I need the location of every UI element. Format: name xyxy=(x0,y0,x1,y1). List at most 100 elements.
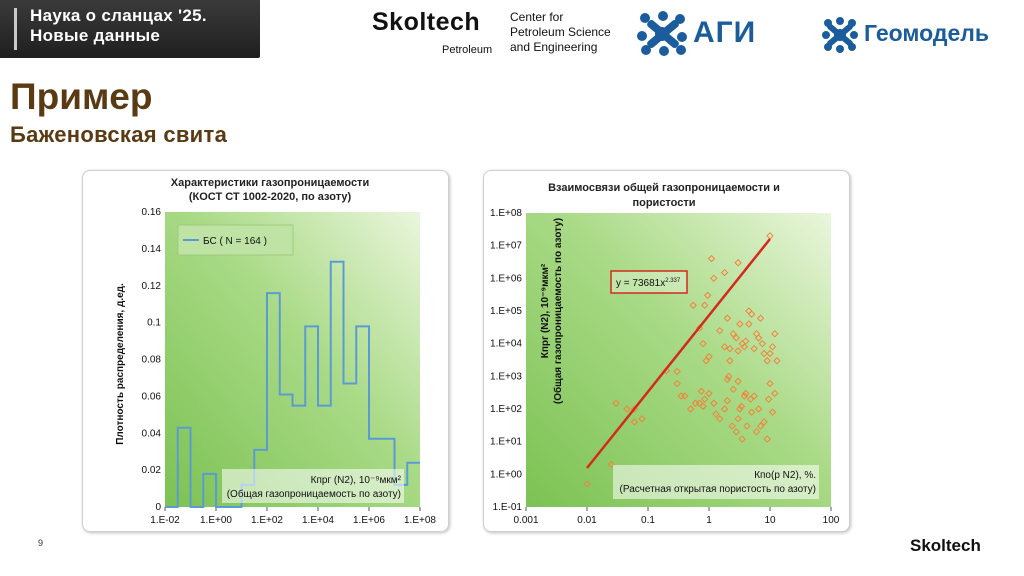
hist-xtick-label: 1.E+00 xyxy=(200,515,232,526)
hist-legend-label: БС ( N = 164 ) xyxy=(203,236,267,247)
scatter-point xyxy=(723,375,732,384)
slide-subtitle: Баженовская свита xyxy=(10,122,228,147)
skoltech-sub: Petroleum xyxy=(442,44,493,56)
hist-legend: БС ( N = 164 ) xyxy=(177,224,294,256)
hist-xtick-label: 1.E+06 xyxy=(353,515,385,526)
scatter-point xyxy=(768,408,777,416)
skoltech-petroleum-logo: Skoltech Petroleum xyxy=(372,8,492,56)
trend-line xyxy=(586,238,771,469)
scatter-point xyxy=(766,349,774,358)
scatter-point xyxy=(734,377,742,386)
scatter-point xyxy=(754,334,763,342)
scatter-point xyxy=(734,415,742,423)
scatter-point xyxy=(716,415,724,423)
scatter-xtick-label: 0.001 xyxy=(513,515,538,526)
scatter-point xyxy=(737,402,746,411)
scatter-ytick-label: 1.E+07 xyxy=(490,241,522,252)
scatter-chart: Взаимосвязи общей газопроницаемости и по… xyxy=(490,182,840,526)
scatter-point xyxy=(712,410,720,418)
scatter-point xyxy=(756,314,765,322)
scatter-point xyxy=(607,460,615,469)
scatter-ytick-label: 1.E+00 xyxy=(490,469,522,480)
scatter-point xyxy=(720,343,729,351)
scatter-point xyxy=(771,389,779,398)
equation-box xyxy=(610,270,688,294)
scatter-point xyxy=(716,326,724,335)
scatter-point xyxy=(758,339,767,348)
center-line-1: Center for xyxy=(510,10,564,24)
scatter-point xyxy=(699,339,707,348)
hist-plot-area xyxy=(165,212,420,507)
scatter-point xyxy=(742,337,750,345)
hist-ylabel: Плотность распределения, д.ед. xyxy=(115,283,126,445)
scatter-point xyxy=(723,314,732,322)
scatter-point xyxy=(760,418,768,426)
scatter-point xyxy=(673,379,681,388)
footer-logo: Skoltech xyxy=(910,536,981,555)
conference-line-1: Наука о сланцах '25. xyxy=(30,6,207,25)
scatter-point xyxy=(583,480,591,488)
scatter-point xyxy=(740,343,749,351)
scatter-xlabel-2: (Расчетная открытая пористость по азоту) xyxy=(620,484,816,495)
scatter-point xyxy=(766,379,774,388)
scatter-point xyxy=(771,330,779,338)
scatter-point xyxy=(752,428,761,436)
scatter-point xyxy=(747,310,756,318)
scatter-point xyxy=(673,367,681,376)
agi-text: АГИ xyxy=(693,16,757,49)
geomodel-logo: Геомодель xyxy=(820,16,1020,56)
scatter-point xyxy=(707,254,716,263)
scatter-xtick-label: 100 xyxy=(823,515,840,526)
agi-emblem-icon xyxy=(637,11,687,56)
hist-ytick-label: 0.12 xyxy=(142,281,162,292)
conference-line-2: Новые данные xyxy=(30,26,161,45)
scatter-point xyxy=(686,405,695,413)
hist-title-2: (КОСТ СТ 1002-2020, по азоту) xyxy=(189,191,352,203)
scatter-title-1: Взаимосвязи общей газопроницаемости и xyxy=(548,182,780,194)
scatter-point xyxy=(732,428,740,436)
scatter-point xyxy=(700,395,709,403)
scatter-point xyxy=(745,320,753,328)
hist-ytick-label: 0.16 xyxy=(142,207,162,218)
scatter-point xyxy=(726,357,734,365)
scatter-point xyxy=(734,347,742,355)
scatter-point xyxy=(746,395,755,403)
scatter-point xyxy=(681,392,689,400)
agi-logo: АГИ xyxy=(636,10,786,56)
skoltech-wordmark: Skoltech xyxy=(372,8,481,36)
page-number: 9 xyxy=(38,538,44,548)
scatter-title-2: пористости xyxy=(632,197,695,209)
hist-ytick-label: 0.06 xyxy=(142,391,162,402)
hist-ytick-label: 0.1 xyxy=(147,318,161,329)
hist-xlabel-2: (Общая газопроницаемость по азоту) xyxy=(227,488,401,500)
scatter-point xyxy=(736,405,744,413)
scatter-point xyxy=(740,392,749,400)
hist-legend-box xyxy=(177,224,294,256)
scatter-ytick-label: 1.E+03 xyxy=(490,371,522,382)
scatter-point xyxy=(699,402,707,411)
hist-bin xyxy=(203,474,216,507)
hist-series-line xyxy=(165,260,420,508)
scatter-point xyxy=(756,422,765,430)
scatter-point xyxy=(728,422,736,430)
hist-ytick-label: 0.04 xyxy=(142,428,162,439)
histogram-chart: Характеристики газопроницаемости (КОСТ С… xyxy=(115,177,436,526)
scatter-ytick-label: 1.E-01 xyxy=(493,502,523,513)
scatter-xlabel-1: Кпо(р N2), %. xyxy=(754,470,816,481)
scatter-point xyxy=(630,418,639,426)
scatter-point xyxy=(705,389,713,398)
scatter-point xyxy=(702,357,710,365)
scatter-point xyxy=(710,399,718,407)
hist-xlabel-box: Кпрг (N2), 10⁻⁹мкм² (Общая газопроницаем… xyxy=(222,469,404,503)
scatter-panel: Взаимосвязи общей газопроницаемости и по… xyxy=(483,170,850,532)
scatter-xlabel-bg xyxy=(613,465,819,499)
center-line-2: Petroleum Science xyxy=(510,25,611,39)
scatter-xtick-label: 1 xyxy=(706,515,712,526)
scatter-xtick-label: 0.01 xyxy=(577,515,597,526)
scatter-point xyxy=(754,405,763,413)
scatter-point xyxy=(724,372,733,381)
conference-badge: Наука о сланцах '25. Новые данные xyxy=(0,0,260,58)
scatter-point xyxy=(747,408,756,416)
scatter-point xyxy=(763,357,771,365)
scatter-point xyxy=(773,357,781,365)
